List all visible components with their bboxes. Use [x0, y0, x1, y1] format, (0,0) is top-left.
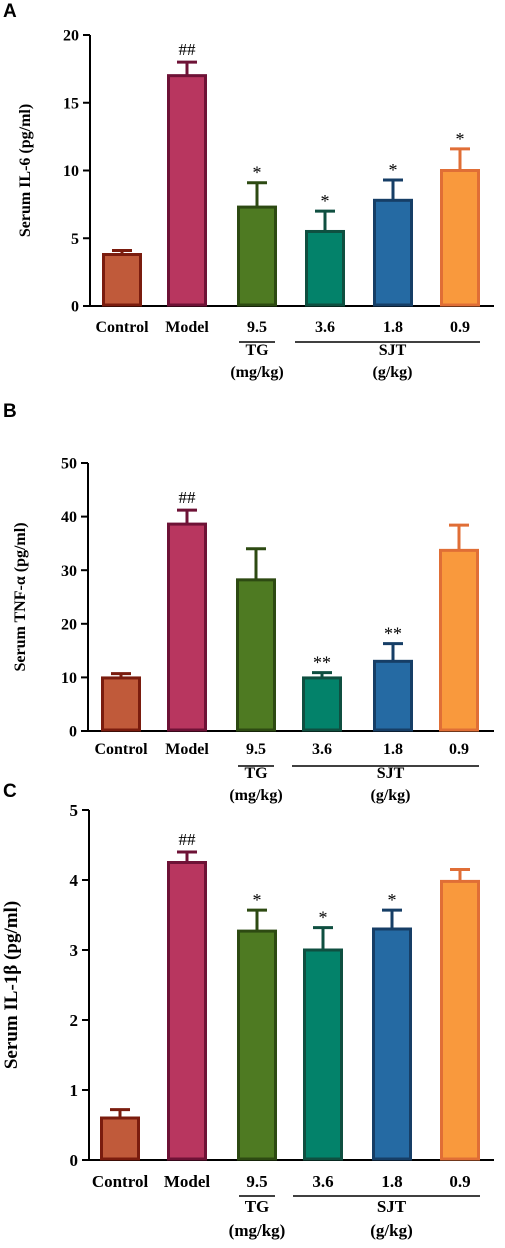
- y-tick-label: 10: [63, 163, 79, 180]
- bar: [305, 229, 345, 307]
- bar: [167, 522, 207, 732]
- category-label: 0.9: [449, 741, 469, 758]
- group-unit-label: (g/kg): [373, 364, 413, 381]
- group-label: SJT: [377, 1197, 407, 1216]
- bar: [439, 548, 479, 732]
- y-tick-label: 3: [70, 941, 79, 960]
- y-axis-label: Serum IL-6 (pg/ml): [17, 104, 34, 237]
- bar: [102, 253, 142, 307]
- category-label: Model: [165, 319, 209, 336]
- bar: [167, 861, 207, 1161]
- y-tick-label: 5: [71, 231, 79, 248]
- bar: [237, 205, 277, 307]
- y-tick-label: 50: [61, 456, 77, 473]
- bar: [373, 659, 413, 732]
- category-label: 0.9: [450, 319, 470, 336]
- bar: [237, 929, 277, 1161]
- significance-marker: **: [384, 624, 402, 644]
- bar: [167, 74, 207, 307]
- significance-marker: *: [253, 163, 262, 183]
- significance-marker: *: [389, 160, 398, 180]
- y-tick-label: 20: [63, 28, 79, 45]
- group-unit-label: (mg/kg): [229, 1221, 286, 1240]
- bar: [100, 1116, 140, 1161]
- significance-marker: ##: [179, 40, 197, 59]
- group-label: SJT: [379, 342, 407, 359]
- category-label: 9.5: [247, 319, 267, 336]
- y-tick-label: 0: [70, 1151, 79, 1170]
- bar: [372, 927, 412, 1161]
- group-label: TG: [245, 342, 269, 359]
- significance-marker: ##: [179, 830, 197, 849]
- category-label: Control: [95, 319, 149, 336]
- y-tick-label: 2: [70, 1011, 79, 1030]
- bar: [236, 578, 276, 732]
- significance-marker: *: [321, 191, 330, 211]
- category-label: 0.9: [449, 1172, 470, 1191]
- group-label: TG: [245, 1197, 270, 1216]
- y-tick-label: 40: [61, 509, 77, 526]
- group-unit-label: (mg/kg): [229, 787, 282, 804]
- group-label: SJT: [377, 765, 405, 782]
- panel-letter: A: [3, 1, 17, 22]
- y-tick-label: 20: [61, 616, 77, 633]
- panel-letter: B: [3, 401, 17, 422]
- bar: [440, 879, 480, 1161]
- y-tick-label: 0: [71, 299, 79, 316]
- significance-marker: ##: [179, 488, 197, 507]
- category-label: Control: [94, 741, 148, 758]
- category-label: Control: [92, 1172, 149, 1191]
- significance-marker: *: [388, 890, 397, 910]
- y-tick-label: 30: [61, 563, 77, 580]
- y-tick-label: 5: [70, 801, 79, 820]
- significance-marker: **: [313, 653, 331, 673]
- bar: [440, 169, 480, 307]
- group-unit-label: (mg/kg): [230, 364, 283, 381]
- category-label: Model: [165, 741, 209, 758]
- bar: [373, 198, 413, 307]
- category-label: 3.6: [312, 1172, 333, 1191]
- bar: [302, 676, 342, 732]
- category-label: 1.8: [381, 1172, 402, 1191]
- group-unit-label: (g/kg): [370, 1221, 413, 1240]
- significance-marker: *: [456, 129, 465, 149]
- category-label: 1.8: [383, 319, 403, 336]
- y-tick-label: 1: [70, 1081, 79, 1100]
- panel-letter: C: [3, 781, 17, 802]
- y-tick-label: 4: [70, 871, 79, 890]
- y-axis-label: Serum TNF-α (pg/ml): [12, 522, 29, 671]
- category-label: 1.8: [383, 741, 403, 758]
- category-label: 3.6: [312, 741, 332, 758]
- significance-marker: *: [319, 908, 328, 928]
- group-label: TG: [244, 765, 268, 782]
- significance-marker: *: [253, 890, 262, 910]
- category-label: 9.5: [246, 741, 266, 758]
- category-label: 9.5: [246, 1172, 267, 1191]
- y-tick-label: 0: [69, 724, 77, 741]
- y-axis-label: Serum IL-1β (pg/ml): [1, 901, 22, 1069]
- group-unit-label: (g/kg): [371, 787, 411, 804]
- category-label: Model: [164, 1172, 211, 1191]
- y-tick-label: 10: [61, 670, 77, 687]
- bar: [101, 676, 141, 732]
- bar: [303, 948, 343, 1161]
- category-label: 3.6: [315, 319, 335, 336]
- y-tick-label: 15: [63, 95, 79, 112]
